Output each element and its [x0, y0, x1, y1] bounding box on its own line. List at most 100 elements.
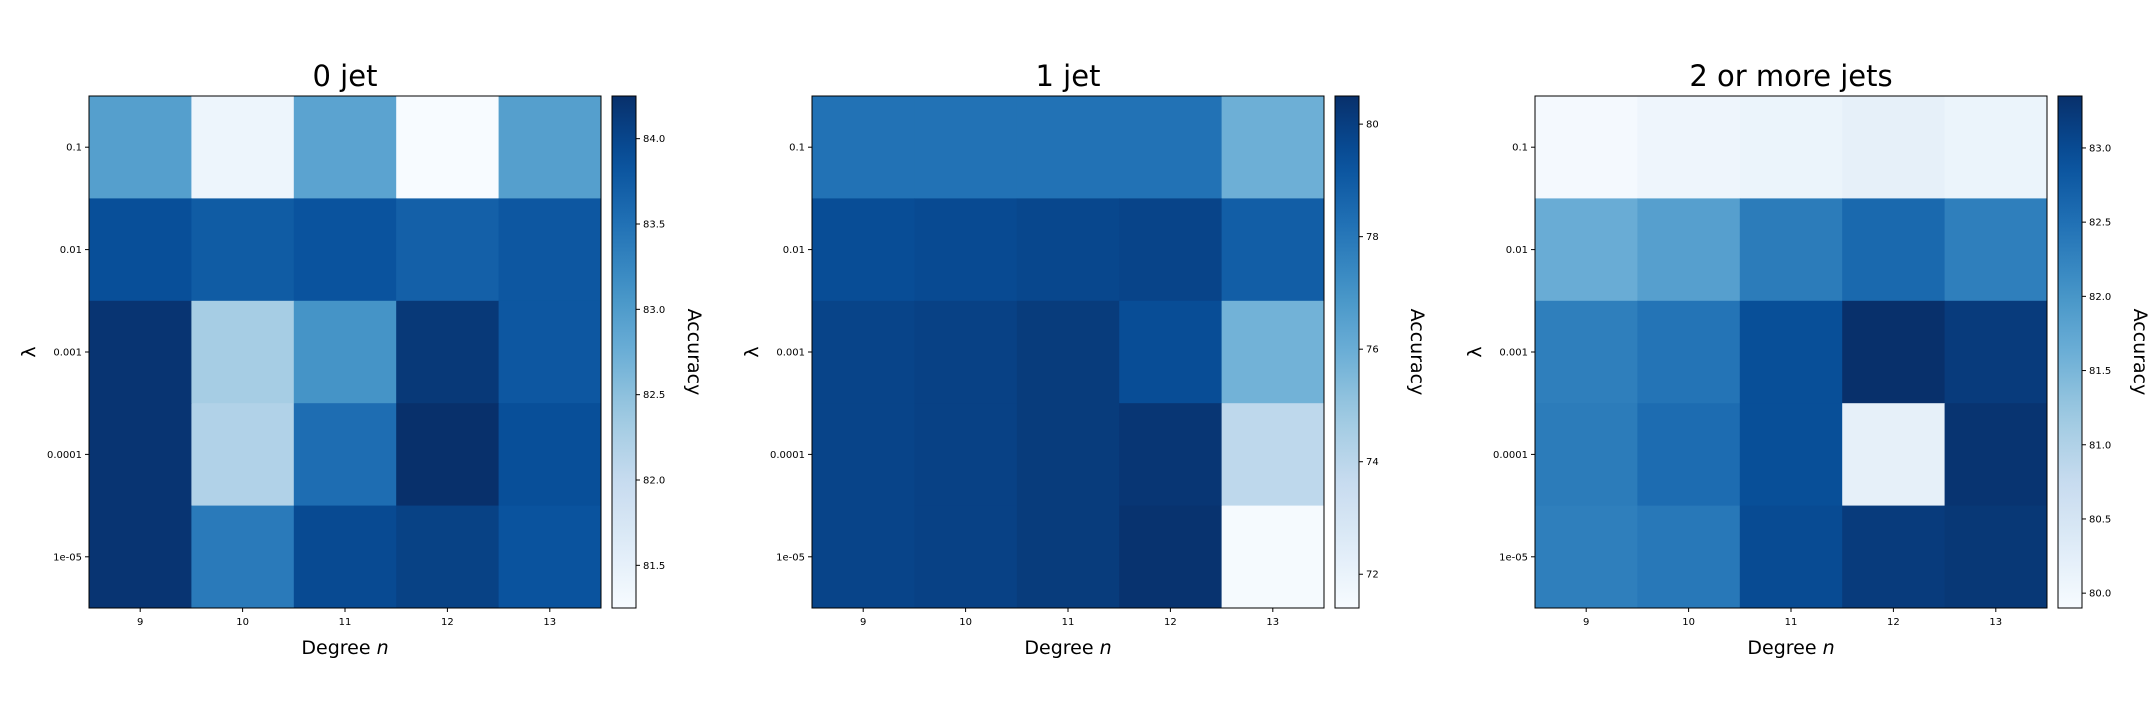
heatmap-cell-r3-c3 [396, 403, 500, 507]
heatmap-cell-r4-c3 [396, 505, 500, 609]
colorbar-tick-label: 81.0 [2089, 440, 2111, 451]
heatmap-cell-r4-c0 [89, 505, 192, 609]
colorbar-tick-label: 72 [1366, 570, 1379, 581]
heatmap-cell-r0-c0 [1535, 96, 1638, 199]
x-tick-label: 11 [1062, 617, 1075, 628]
heatmap-cell-r2-c4 [1221, 300, 1325, 404]
heatmap-cell-r4-c3 [1842, 505, 1946, 609]
colorbar-tick-label: 83.5 [643, 220, 665, 231]
heatmap-cell-r0-c1 [1637, 96, 1741, 199]
x-tick-label: 10 [959, 617, 972, 628]
colorbar [1334, 95, 1360, 609]
heatmap-cell-r3-c3 [1842, 403, 1946, 507]
colorbar-tick-label: 82.5 [2089, 218, 2111, 229]
heatmap-cell-r2-c1 [191, 300, 295, 404]
heatmap-cell-r1-c3 [396, 198, 500, 302]
heatmap-cell-r3-c1 [191, 403, 295, 507]
heatmap-cell-r3-c1 [914, 403, 1018, 507]
x-axis-label: Degree n [1024, 637, 1111, 659]
x-tick-label: 10 [1682, 617, 1695, 628]
y-tick-label: 0.1 [66, 143, 82, 154]
heatmap-cell-r1-c2 [1016, 198, 1120, 302]
heatmap-cell-r0-c2 [1739, 96, 1843, 199]
y-tick-label: 0.01 [783, 245, 805, 256]
y-tick-label: 0.0001 [47, 450, 82, 461]
y-tick-label: 1e-05 [1499, 552, 1528, 563]
heatmap-cell-r3-c0 [89, 403, 192, 507]
heatmap-cell-r2-c4 [1944, 300, 2048, 404]
heatmap-cell-r1-c4 [1221, 198, 1325, 302]
heatmap-cell-r4-c4 [1221, 505, 1325, 609]
colorbar [611, 95, 637, 609]
heatmap-cell-r4-c1 [1637, 505, 1741, 609]
heatmap-cell-r4-c1 [191, 505, 295, 609]
heatmap-cell-r2-c3 [1842, 300, 1946, 404]
y-tick-label: 1e-05 [776, 552, 805, 563]
heatmap-cell-r1-c1 [191, 198, 295, 302]
heatmap-cell-r2-c1 [1637, 300, 1741, 404]
x-tick-label: 12 [1887, 617, 1900, 628]
chart-title: 2 or more jets [1689, 59, 1892, 93]
colorbar-tick-label: 84.0 [643, 134, 665, 145]
y-tick-label: 0.001 [53, 348, 82, 359]
heatmap-cell-r1-c4 [1944, 198, 2048, 302]
heatmap-cell-r2-c0 [812, 300, 915, 404]
heatmap-cell-r0-c2 [293, 96, 397, 199]
heatmap-cell-r4-c1 [914, 505, 1018, 609]
heatmap-cell-r1-c4 [498, 198, 602, 302]
x-tick-label: 9 [860, 617, 866, 628]
heatmap-cell-r0-c3 [1119, 96, 1223, 199]
colorbar-label: Accuracy [1406, 309, 1428, 396]
heatmap-cell-r1-c3 [1119, 198, 1223, 302]
heatmap-cell-r2-c1 [914, 300, 1018, 404]
colorbar-tick-label: 82.5 [643, 390, 665, 401]
y-tick-label: 0.1 [789, 143, 805, 154]
heatmap-cell-r2-c0 [89, 300, 192, 404]
heatmap-cell-r0-c0 [812, 96, 915, 199]
heatmap-panel-1: 0 jet 9 10 11 12 13 0.1 0.01 0.001 0.0001 1e-05 Deg… [18, 59, 705, 659]
heatmap-cell-r2-c3 [396, 300, 500, 404]
heatmap-cell-r2-c3 [1119, 300, 1223, 404]
colorbar-tick-label: 83.0 [643, 305, 665, 316]
heatmap-cell-r1-c2 [1739, 198, 1843, 302]
colorbar-label: Accuracy [683, 309, 705, 396]
x-tick-label: 9 [137, 617, 143, 628]
heatmap-cell-r0-c4 [1944, 96, 2048, 199]
chart-title: 0 jet [313, 59, 378, 93]
y-tick-label: 0.01 [60, 245, 82, 256]
x-tick-label: 13 [543, 617, 556, 628]
colorbar-tick-label: 82.0 [2089, 292, 2111, 303]
y-tick-label: 1e-05 [53, 552, 82, 563]
y-axis-label: λ [741, 346, 763, 357]
y-axis-label: λ [18, 346, 40, 357]
chart-title: 1 jet [1036, 59, 1101, 93]
heatmap-cell-r0-c3 [396, 96, 500, 199]
y-tick-label: 0.001 [776, 348, 805, 359]
heatmap-cell-r0-c0 [89, 96, 192, 199]
heatmap-cell-r2-c2 [1739, 300, 1843, 404]
y-tick-label: 0.0001 [770, 450, 805, 461]
heatmap-panel-3: 2 or more jets 9 10 11 12 13 0.1 0.01 0.001 0.000… [1464, 59, 2151, 659]
heatmap-cell-r1-c2 [293, 198, 397, 302]
colorbar-tick-label: 83.0 [2089, 143, 2111, 154]
heatmap-cell-r4-c2 [1016, 505, 1120, 609]
heatmap-cell-r2-c4 [498, 300, 602, 404]
heatmap-cell-r4-c4 [498, 505, 602, 609]
x-tick-label: 9 [1583, 617, 1589, 628]
heatmap-panel-2: 1 jet 9 10 11 12 13 0.1 0.01 0.001 0.0001 1e-05 Deg… [741, 59, 1428, 659]
colorbar [2057, 95, 2083, 609]
heatmap-cell-r4-c4 [1944, 505, 2048, 609]
heatmap-cell-r4-c3 [1119, 505, 1223, 609]
heatmap-cell-r0-c1 [191, 96, 295, 199]
heatmap-cell-r1-c3 [1842, 198, 1946, 302]
heatmap-cell-r4-c0 [1535, 505, 1638, 609]
colorbar-tick-label: 78 [1366, 232, 1379, 243]
heatmap-cell-r2-c2 [293, 300, 397, 404]
x-tick-label: 11 [1785, 617, 1798, 628]
heatmap-cell-r4-c0 [812, 505, 915, 609]
y-tick-label: 0.0001 [1493, 450, 1528, 461]
heatmap-cell-r3-c2 [293, 403, 397, 507]
x-axis-label: Degree n [1747, 637, 1834, 659]
heatmap-cell-r3-c0 [812, 403, 915, 507]
heatmap-cell-r2-c2 [1016, 300, 1120, 404]
